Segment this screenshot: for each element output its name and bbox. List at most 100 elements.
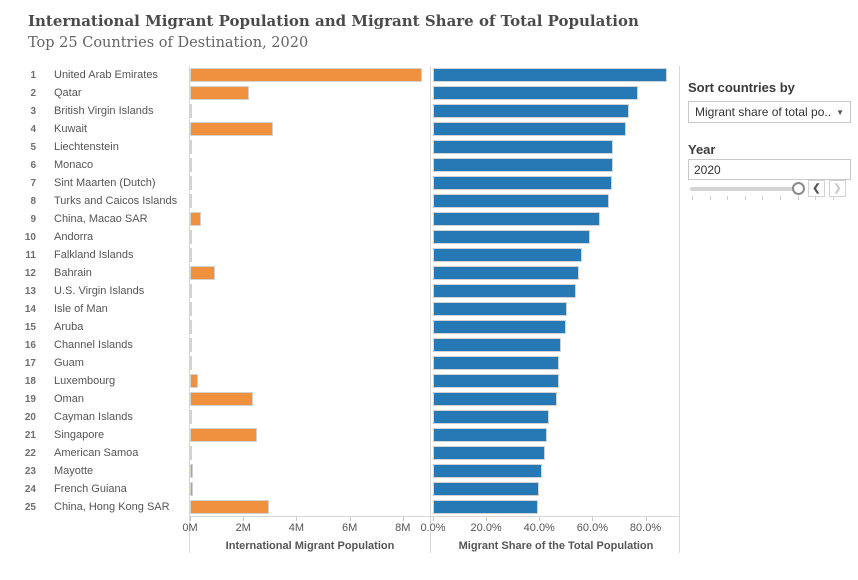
share-bar[interactable] (433, 194, 609, 208)
population-bar[interactable] (190, 302, 192, 316)
population-bar[interactable] (190, 284, 192, 298)
axis-tick-label: 80.0% (629, 522, 662, 534)
population-bar[interactable] (190, 428, 258, 442)
bar-row (433, 444, 679, 462)
bar-row (433, 372, 679, 390)
bar-row (190, 84, 430, 102)
share-bar[interactable] (433, 104, 629, 118)
population-bar[interactable] (190, 356, 193, 370)
bar-row (190, 354, 430, 372)
country-row: 21 Singapore (20, 426, 188, 444)
population-bar[interactable] (190, 194, 192, 208)
share-bar[interactable] (433, 284, 577, 298)
population-bar[interactable] (190, 338, 193, 352)
share-bar[interactable] (433, 374, 559, 388)
share-bar[interactable] (433, 464, 542, 478)
axis-tick-label: 4M (288, 522, 305, 534)
country-name: American Samoa (54, 447, 139, 459)
axis-tick-label: 0.0% (420, 522, 446, 534)
country-row: 23 Mayotte (20, 462, 188, 480)
bar-row (433, 390, 679, 408)
bar-row (433, 66, 679, 84)
population-bar[interactable] (190, 86, 250, 100)
country-name: British Virgin Islands (54, 105, 154, 117)
axis-tick-mark (243, 517, 245, 521)
axis-tick-mark (296, 517, 298, 521)
population-bar[interactable] (190, 122, 273, 136)
share-bar[interactable] (433, 68, 668, 82)
population-bar[interactable] (190, 374, 198, 388)
country-rank: 3 (30, 105, 36, 117)
share-bar[interactable] (433, 140, 614, 154)
population-bar[interactable] (190, 230, 192, 244)
bar-row (190, 228, 430, 246)
bar-row (433, 174, 679, 192)
population-bar[interactable] (190, 68, 422, 82)
population-bar[interactable] (190, 140, 192, 154)
population-bar[interactable] (190, 176, 192, 190)
share-bar[interactable] (433, 176, 613, 190)
plot-left-border (189, 66, 190, 553)
bar-row (433, 354, 679, 372)
population-bar[interactable] (190, 212, 201, 226)
bar-row (433, 300, 679, 318)
country-name: Cayman Islands (54, 411, 133, 423)
bar-row (190, 444, 430, 462)
population-bar[interactable] (190, 266, 215, 280)
population-bar[interactable] (190, 500, 269, 514)
population-bar[interactable] (190, 248, 192, 262)
axis-tick-label: 2M (235, 522, 251, 534)
share-bar[interactable] (433, 212, 601, 226)
country-rank: 25 (24, 501, 36, 513)
plot-right-border (679, 66, 680, 553)
population-bar[interactable] (190, 320, 192, 334)
population-bar[interactable] (190, 482, 194, 496)
country-row: 16 Channel Islands (20, 336, 188, 354)
country-rank: 1 (30, 69, 36, 81)
share-bar[interactable] (433, 302, 567, 316)
country-name: Kuwait (54, 123, 88, 135)
share-bar[interactable] (433, 446, 546, 460)
share-bar[interactable] (433, 248, 583, 262)
sort-countries-dropdown[interactable]: Migrant share of total po... ▼ (688, 101, 851, 123)
country-name: Isle of Man (54, 303, 108, 315)
country-name: Andorra (54, 231, 94, 243)
share-bar[interactable] (433, 428, 548, 442)
share-bar[interactable] (433, 320, 566, 334)
share-bar[interactable] (433, 482, 539, 496)
country-name: Turks and Caicos Islands (54, 195, 178, 207)
country-rank: 2 (30, 87, 36, 99)
slider-tick-mark (797, 196, 799, 200)
population-bar[interactable] (190, 464, 193, 478)
share-bar[interactable] (433, 266, 580, 280)
year-slider-handle[interactable] (792, 182, 805, 195)
year-slider-track[interactable] (690, 187, 794, 191)
bar-row (190, 192, 430, 210)
population-bar[interactable] (190, 392, 254, 406)
bar-row (433, 156, 679, 174)
share-bar[interactable] (433, 356, 560, 370)
share-bar[interactable] (433, 122, 627, 136)
chevron-down-icon: ▼ (836, 107, 844, 117)
slider-tick-mark (727, 196, 729, 200)
share-bar[interactable] (433, 230, 590, 244)
population-bar[interactable] (190, 158, 192, 172)
share-bar[interactable] (433, 500, 539, 514)
country-name: Oman (54, 393, 84, 405)
share-bar[interactable] (433, 338, 561, 352)
slider-back-button[interactable]: ❮ (808, 180, 825, 197)
year-input[interactable] (688, 159, 851, 180)
population-bar[interactable] (190, 104, 192, 118)
slider-forward-button[interactable]: ❯ (829, 180, 846, 197)
country-name: Monaco (54, 159, 94, 171)
country-row: 2 Qatar (20, 84, 188, 102)
population-bar[interactable] (190, 410, 192, 424)
share-bar[interactable] (433, 392, 557, 406)
population-bar[interactable] (190, 446, 192, 460)
country-name: Channel Islands (54, 339, 133, 351)
share-bar[interactable] (433, 86, 639, 100)
country-name: Bahrain (54, 267, 92, 279)
share-bar[interactable] (433, 410, 549, 424)
share-bar[interactable] (433, 158, 614, 172)
country-name: Liechtenstein (54, 141, 119, 153)
